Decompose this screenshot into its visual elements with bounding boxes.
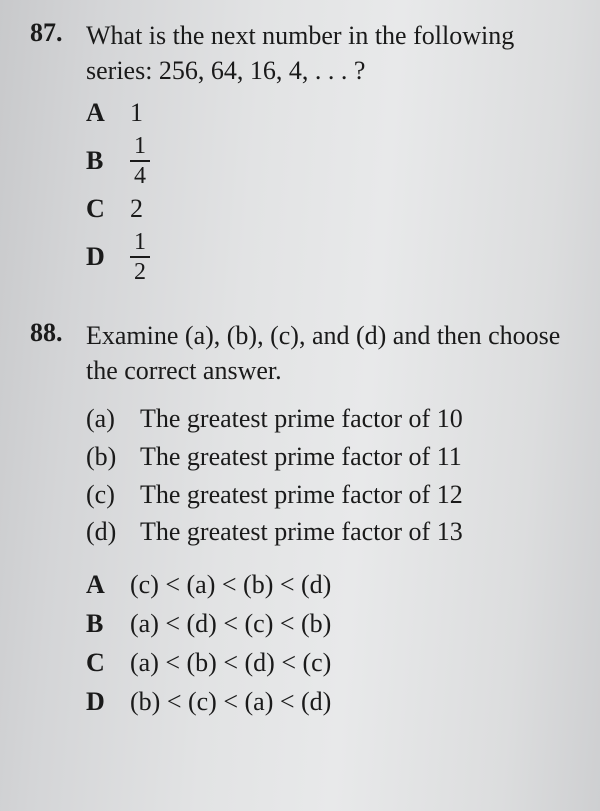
option-letter: B xyxy=(86,146,108,176)
subitem-text: The greatest prime factor of 10 xyxy=(140,400,463,438)
question-87-text: What is the next number in the following… xyxy=(86,18,570,88)
option-87-A: A 1 xyxy=(86,98,570,128)
option-87-C: C 2 xyxy=(86,194,570,224)
subitem-text: The greatest prime factor of 13 xyxy=(140,513,463,551)
option-value: 1 xyxy=(130,98,143,128)
question-87: 87. What is the next number in the follo… xyxy=(30,18,570,284)
answer-88-A: A (c) < (a) < (b) < (d) xyxy=(86,565,570,604)
option-87-D: D 1 2 xyxy=(86,230,570,284)
option-value: 2 xyxy=(130,194,143,224)
answer-letter: B xyxy=(86,604,108,643)
answer-expression: (a) < (b) < (d) < (c) xyxy=(130,643,331,682)
answer-letter: C xyxy=(86,643,108,682)
subitem-text: The greatest prime factor of 11 xyxy=(140,438,462,476)
subitem-label: (d) xyxy=(86,513,126,551)
fraction-denominator: 4 xyxy=(130,160,150,188)
question-88: 88. Examine (a), (b), (c), and (d) and t… xyxy=(30,318,570,721)
option-letter: D xyxy=(86,242,108,272)
answer-expression: (b) < (c) < (a) < (d) xyxy=(130,682,331,721)
subitem-d: (d) The greatest prime factor of 13 xyxy=(86,513,570,551)
question-87-number: 87. xyxy=(30,18,68,48)
answer-expression: (c) < (a) < (b) < (d) xyxy=(130,565,331,604)
fraction: 1 4 xyxy=(130,134,150,188)
subitem-a: (a) The greatest prime factor of 10 xyxy=(86,400,570,438)
subitem-text: The greatest prime factor of 12 xyxy=(140,476,463,514)
answer-88-C: C (a) < (b) < (d) < (c) xyxy=(86,643,570,682)
option-value: 1 4 xyxy=(130,134,150,188)
subitem-label: (c) xyxy=(86,476,126,514)
subitem-c: (c) The greatest prime factor of 12 xyxy=(86,476,570,514)
option-value: 1 2 xyxy=(130,230,150,284)
option-87-B: B 1 4 xyxy=(86,134,570,188)
question-87-options: A 1 B 1 4 C 2 D 1 2 xyxy=(86,98,570,284)
fraction-numerator: 1 xyxy=(130,134,150,160)
option-letter: C xyxy=(86,194,108,224)
answer-88-B: B (a) < (d) < (c) < (b) xyxy=(86,604,570,643)
fraction-denominator: 2 xyxy=(130,256,150,284)
fraction: 1 2 xyxy=(130,230,150,284)
answer-88-D: D (b) < (c) < (a) < (d) xyxy=(86,682,570,721)
question-88-text: Examine (a), (b), (c), and (d) and then … xyxy=(86,318,570,388)
subitem-label: (b) xyxy=(86,438,126,476)
fraction-numerator: 1 xyxy=(130,230,150,256)
question-88-header: 88. Examine (a), (b), (c), and (d) and t… xyxy=(30,318,570,388)
question-88-number: 88. xyxy=(30,318,68,348)
option-letter: A xyxy=(86,98,108,128)
answer-expression: (a) < (d) < (c) < (b) xyxy=(130,604,331,643)
question-88-subitems: (a) The greatest prime factor of 10 (b) … xyxy=(86,400,570,551)
answer-letter: A xyxy=(86,565,108,604)
subitem-label: (a) xyxy=(86,400,126,438)
question-88-answers: A (c) < (a) < (b) < (d) B (a) < (d) < (c… xyxy=(86,565,570,721)
question-87-header: 87. What is the next number in the follo… xyxy=(30,18,570,88)
answer-letter: D xyxy=(86,682,108,721)
subitem-b: (b) The greatest prime factor of 11 xyxy=(86,438,570,476)
